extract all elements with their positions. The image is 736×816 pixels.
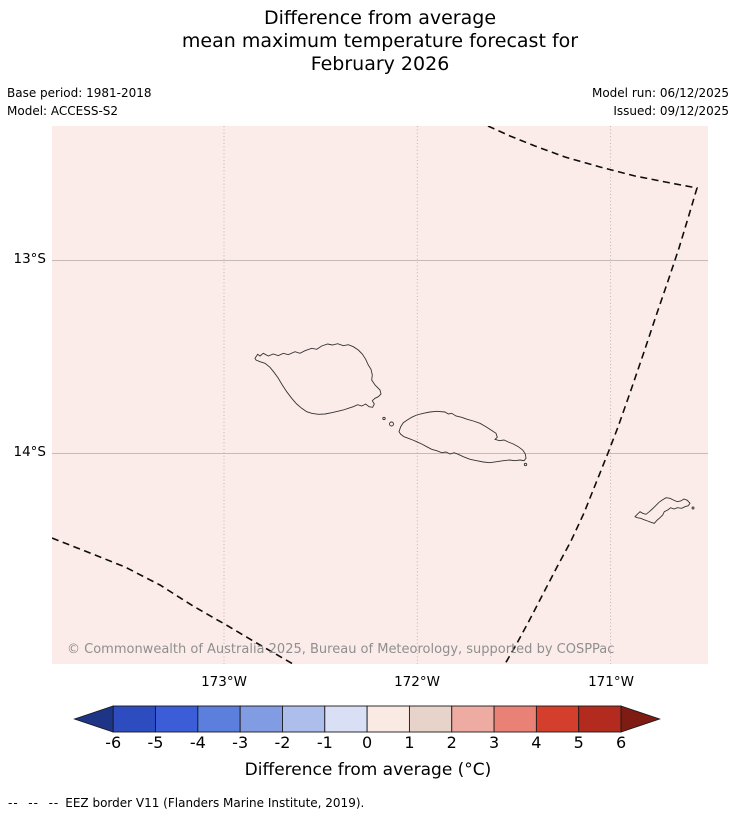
colorbar-segment-8: [451, 705, 495, 733]
meta-left: Base period: 1981-2018 Model: ACCESS-S2: [7, 84, 152, 120]
colorbar-tick--1: -1: [317, 733, 333, 752]
island-tutuila: [634, 497, 691, 524]
islet-manono: [389, 421, 394, 427]
colorbar-tick-2: 2: [447, 733, 457, 752]
title-line-1: Difference from average: [263, 7, 497, 29]
colorbar-left-arrow: [73, 705, 114, 733]
meta-right: Model run: 06/12/2025 Issued: 09/12/2025: [592, 84, 729, 120]
colorbar-tick--4: -4: [190, 733, 206, 752]
colorbar-label: Difference from average (°C): [244, 760, 492, 780]
eez-border-southwest-path: [52, 537, 294, 664]
colorbar-tick-3: 3: [489, 733, 499, 752]
colorbar-segment-1: [155, 705, 199, 733]
eez-legend-dash-sample: -- -- --: [8, 796, 60, 810]
colorbar-tick-0: 0: [362, 733, 372, 752]
colorbar-segment-3: [239, 705, 283, 733]
title-line-2: mean maximum temperature forecast for: [181, 30, 579, 52]
colorbar-tick-1: 1: [404, 733, 414, 752]
colorbar-segment-6: [366, 705, 410, 733]
island-upolu: [398, 410, 527, 464]
colorbar-segment-9: [493, 705, 537, 733]
eez-legend-text: EEZ border V11 (Flanders Marine Institut…: [65, 796, 365, 810]
title-line-3: February 2026: [310, 53, 450, 75]
model-run-label: Model run: 06/12/2025: [591, 86, 729, 100]
islet-nuusafee: [523, 462, 528, 467]
colorbar-right-arrow: [620, 705, 661, 733]
island-savaii: [254, 343, 382, 415]
xtick-173w: 173°W: [201, 674, 247, 690]
eez-legend: -- -- -- EEZ border V11 (Flanders Marine …: [8, 796, 364, 810]
colorbar-segment-10: [535, 705, 580, 733]
colorbar-segment-7: [408, 705, 453, 733]
colorbar-tick--5: -5: [148, 733, 164, 752]
colorbar-tick-6: 6: [616, 733, 626, 752]
islet-apolima: [382, 416, 386, 421]
colorbar-segment-2: [197, 705, 241, 733]
issued-label: Issued: 09/12/2025: [613, 104, 729, 118]
map-canvas: © Commonwealth of Australia 2025, Bureau…: [52, 126, 708, 664]
colorbar-tick-4: 4: [531, 733, 541, 752]
colorbar-tick--2: -2: [275, 733, 291, 752]
ytick-13s: 13°S: [13, 251, 47, 267]
colorbar-tick-5: 5: [574, 733, 584, 752]
colorbar-segment-5: [324, 705, 368, 733]
colorbar-segment-4: [282, 705, 326, 733]
copyright-text: © Commonwealth of Australia 2025, Bureau…: [67, 642, 614, 657]
model-label: Model: ACCESS-S2: [7, 104, 119, 118]
colorbar-segment-0: [112, 705, 156, 733]
islet-aunuu: [691, 506, 695, 510]
colorbar: -6 -5 -4 -3 -2 -1 0 1 2 3 4 5 6: [73, 705, 661, 752]
eez-border-northeast-path: [487, 126, 699, 664]
base-period-label: Base period: 1981-2018: [7, 86, 152, 100]
colorbar-segment-11: [578, 705, 622, 733]
ytick-14s: 14°S: [13, 444, 47, 460]
colorbar-tick--6: -6: [105, 733, 121, 752]
colorbar-tick--3: -3: [232, 733, 248, 752]
xtick-172w: 172°W: [394, 674, 440, 690]
figure-title: Difference from average mean maximum tem…: [182, 7, 578, 76]
xtick-171w: 171°W: [588, 674, 634, 690]
